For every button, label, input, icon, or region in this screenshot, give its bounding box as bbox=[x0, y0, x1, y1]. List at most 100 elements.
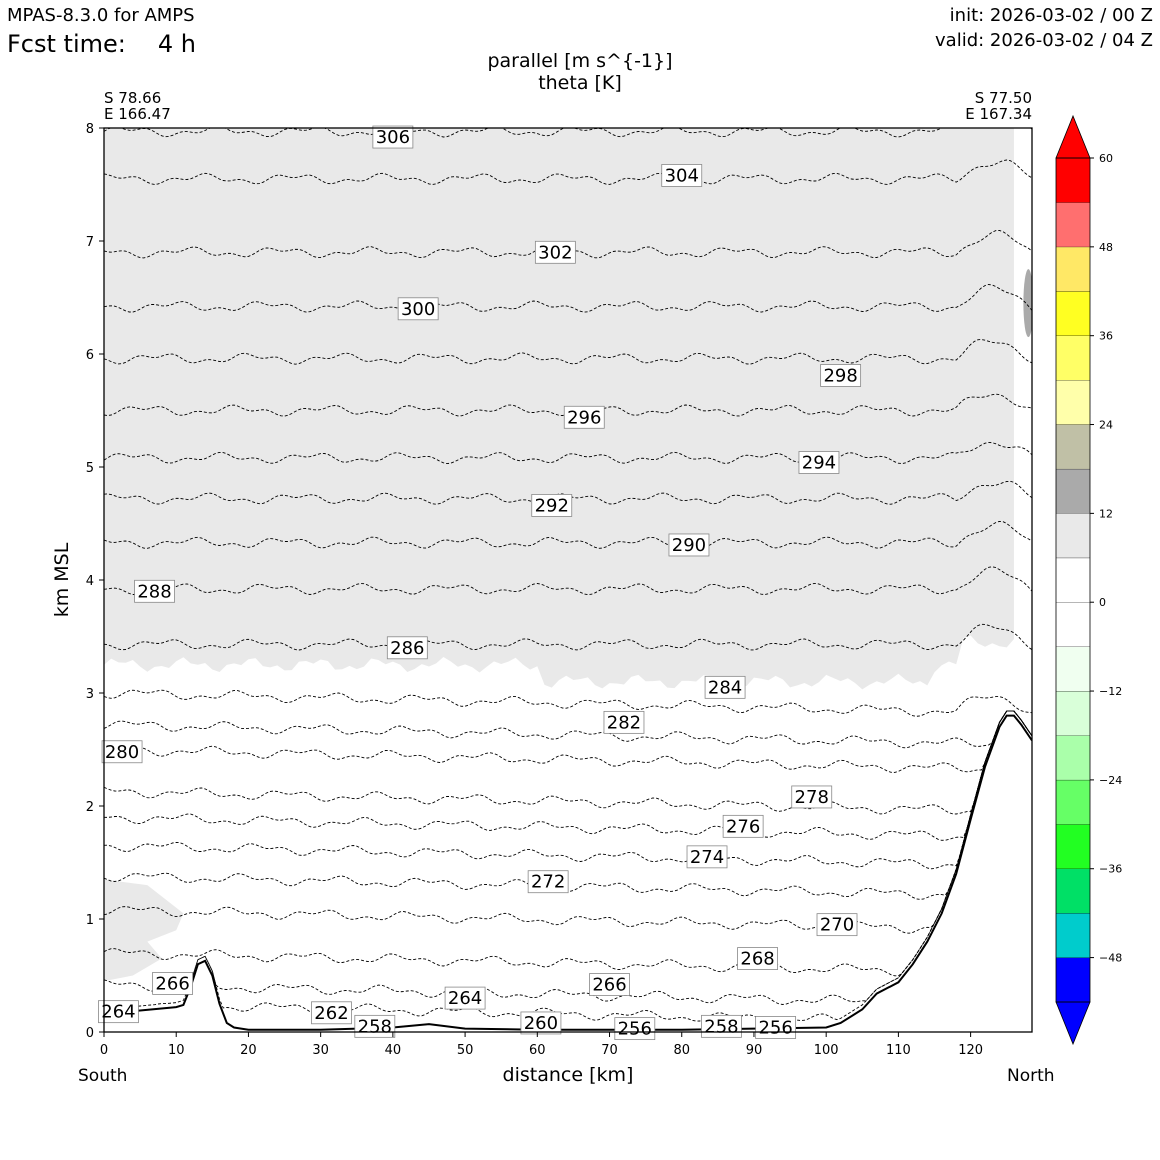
contour-label-box bbox=[527, 870, 569, 894]
theta-contour-266 bbox=[104, 710, 1032, 1005]
shaded-region bbox=[104, 128, 1032, 982]
contour-label-box bbox=[820, 364, 862, 387]
contour-label: 294 bbox=[802, 452, 836, 473]
y-tick-label: 6 bbox=[86, 348, 94, 363]
x-axis-label: distance [km] bbox=[502, 1064, 634, 1086]
theta-contour-294 bbox=[104, 441, 1032, 465]
contour-label: 274 bbox=[690, 847, 724, 868]
colorbar-segment bbox=[1056, 824, 1090, 869]
north-label: North bbox=[1007, 1066, 1055, 1086]
end-lon: E 167.34 bbox=[965, 105, 1032, 123]
colorbar-segment bbox=[1056, 913, 1090, 958]
start-lat: S 78.66 bbox=[104, 89, 162, 107]
valid-time: valid: 2026-03-02 / 04 Z bbox=[935, 30, 1153, 51]
contour-label-box bbox=[791, 785, 833, 809]
contour-label-box bbox=[686, 845, 728, 869]
colorbar-frame bbox=[1055, 157, 1091, 1003]
contour-label-box bbox=[755, 1016, 797, 1039]
contour-labels: 306 304 302 300 298 296 294 292 290 288 286 284 282 2… bbox=[98, 125, 862, 1041]
contour-label: 262 bbox=[314, 1003, 348, 1024]
contour-label: 264 bbox=[101, 1002, 135, 1023]
colorbar: 60 48 36 24 12 0 −12 −24 −36 −48 bbox=[1055, 114, 1122, 1046]
contour-label-box bbox=[134, 579, 175, 603]
contour-label-box bbox=[531, 494, 573, 517]
contour-label: 292 bbox=[535, 495, 569, 516]
contour-label-box bbox=[614, 1017, 656, 1041]
colorbar-over-arrow bbox=[1055, 114, 1091, 159]
colorbar-tick-label: 0 bbox=[1099, 596, 1106, 609]
colorbar-tick-label: −12 bbox=[1099, 685, 1122, 698]
x-tick-label: 110 bbox=[886, 1043, 911, 1058]
contour-label-box bbox=[704, 675, 746, 699]
colorbar-segment bbox=[1056, 335, 1090, 381]
theta-contour-288 bbox=[104, 566, 1032, 596]
colorbar-tick-label: −24 bbox=[1099, 774, 1122, 787]
contour-label-box bbox=[311, 1001, 352, 1025]
x-tick-label: 70 bbox=[601, 1043, 618, 1058]
contour-label: 282 bbox=[607, 712, 641, 733]
y-tick-label: 0 bbox=[86, 1026, 94, 1041]
contour-label: 284 bbox=[708, 677, 742, 698]
contour-label: 296 bbox=[567, 407, 601, 428]
theta-contour-286 bbox=[104, 623, 1032, 651]
y-tick-label: 5 bbox=[86, 461, 94, 476]
start-lon: E 166.47 bbox=[104, 105, 171, 123]
colorbar-tick-label: 36 bbox=[1099, 330, 1113, 343]
contour-label-box bbox=[603, 710, 645, 734]
colorbar-segment bbox=[1056, 380, 1090, 425]
x-tick-label: 0 bbox=[100, 1043, 108, 1058]
forecast-time: Fcst time: 4 h bbox=[7, 30, 196, 58]
contour-label: 256 bbox=[618, 1019, 652, 1040]
chart-title: parallel [m s^{-1}] bbox=[487, 50, 673, 72]
y-tick-label: 7 bbox=[86, 235, 94, 250]
colorbar-segment bbox=[1056, 291, 1090, 336]
y-axis: 0 1 2 3 4 5 6 7 8 bbox=[86, 122, 104, 1041]
contour-label-box bbox=[152, 972, 194, 995]
x-axis: 0 10 20 30 40 50 60 70 80 90 100 110 120 bbox=[100, 1032, 983, 1058]
contour-label: 278 bbox=[795, 787, 829, 808]
y-tick-label: 1 bbox=[86, 913, 94, 928]
contour-label-box bbox=[101, 740, 143, 764]
x-tick-label: 30 bbox=[312, 1043, 329, 1058]
contour-label: 304 bbox=[665, 165, 699, 186]
contour-label: 258 bbox=[704, 1016, 738, 1037]
colorbar-segment bbox=[1056, 246, 1090, 292]
contour-label: 302 bbox=[538, 242, 572, 263]
contour-label: 272 bbox=[531, 872, 565, 893]
contour-label-box bbox=[798, 451, 840, 474]
colorbar-segment bbox=[1056, 557, 1090, 603]
colorbar-tick-label: 12 bbox=[1099, 507, 1113, 520]
contour-label-box bbox=[816, 913, 858, 937]
end-lat: S 77.50 bbox=[974, 89, 1032, 107]
colorbar-segment bbox=[1056, 468, 1090, 514]
contour-label: 256 bbox=[758, 1017, 792, 1038]
contour-label-box bbox=[534, 240, 576, 264]
contour-label-box bbox=[563, 405, 605, 429]
colorbar-segment bbox=[1056, 158, 1090, 203]
contour-label-box bbox=[372, 125, 414, 149]
colorbar-segment bbox=[1056, 646, 1090, 692]
theta-contour-306 bbox=[104, 128, 1032, 138]
end-point: S 77.50 E 167.34 bbox=[965, 90, 1032, 122]
colorbar-segment bbox=[1056, 957, 1090, 1002]
forecast-time-value: 4 h bbox=[157, 30, 196, 58]
chart-subtitle: theta [K] bbox=[538, 72, 622, 94]
colorbar-tick-label: −48 bbox=[1099, 952, 1122, 965]
contour-label: 268 bbox=[740, 949, 774, 970]
x-tick-label: 120 bbox=[958, 1043, 983, 1058]
colorbar-segment bbox=[1056, 735, 1090, 780]
x-tick-label: 50 bbox=[457, 1043, 474, 1058]
contour-label: 300 bbox=[401, 299, 435, 320]
contour-label: 280 bbox=[105, 742, 139, 763]
start-point: S 78.66 E 166.47 bbox=[104, 90, 171, 122]
theta-contour-264 bbox=[104, 710, 1032, 1025]
contour-label-box bbox=[668, 533, 710, 557]
colorbar-segment bbox=[1056, 202, 1090, 247]
x-tick-label: 20 bbox=[240, 1043, 257, 1058]
forecast-time-label: Fcst time: bbox=[7, 30, 126, 58]
colorbar-segment bbox=[1056, 424, 1090, 469]
terrain-fill bbox=[104, 715, 1032, 1032]
x-tick-label: 40 bbox=[385, 1043, 402, 1058]
contour-label: 286 bbox=[390, 638, 424, 659]
y-axis-label: km MSL bbox=[51, 542, 73, 618]
